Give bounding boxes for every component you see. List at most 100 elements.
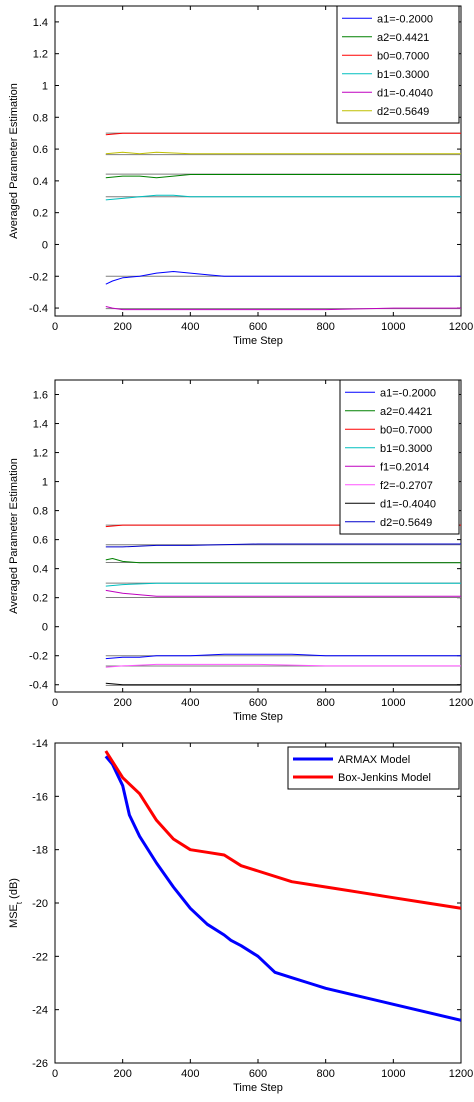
series-line-6 (105, 151, 461, 155)
series-group (104, 750, 461, 1022)
y-tick-label: 0 (42, 239, 48, 251)
y-tick-label: 1.2 (33, 448, 48, 460)
x-tick-label: 200 (113, 321, 131, 333)
y-tick-label: 0.8 (33, 112, 48, 124)
x-axis-label: Time Step (233, 1082, 283, 1094)
y-tick-label: 0.2 (33, 208, 48, 220)
y-tick-label: -0.4 (29, 303, 48, 315)
y-tick-label: 1.6 (33, 390, 48, 402)
x-tick-label: 1000 (381, 697, 405, 709)
legend-label: a2=0.4421 (377, 32, 429, 44)
series-line-8 (105, 543, 461, 548)
y-axis-label: MSEt (dB) (8, 878, 24, 928)
y-tick-label: 0.8 (33, 506, 48, 518)
series-line-1 (105, 271, 461, 285)
y-axis-label-subscript: t (15, 901, 24, 904)
y-tick-label: -0.4 (29, 680, 48, 692)
x-tick-label: 400 (181, 1068, 199, 1080)
series-line-5 (105, 306, 461, 311)
y-tick-label: 0.2 (33, 593, 48, 605)
legend-label: a1=-0.2000 (380, 387, 436, 399)
legend-label: d2=0.5649 (380, 517, 432, 529)
legend-label: b0=0.7000 (380, 424, 432, 436)
y-tick-label: -26 (32, 1058, 48, 1070)
legend-label: f1=0.2014 (380, 461, 429, 473)
x-tick-label: 600 (249, 321, 267, 333)
x-tick-label: 0 (52, 697, 58, 709)
y-tick-label: 0.6 (33, 535, 48, 547)
series-line-4 (105, 582, 461, 587)
series-group (105, 132, 461, 311)
series-line-2 (105, 558, 461, 564)
y-tick-label: 1 (42, 80, 48, 92)
y-tick-label: 0.6 (33, 144, 48, 156)
x-tick-label: 200 (113, 1068, 131, 1080)
x-axis-label: Time Step (233, 711, 283, 723)
chart-panel-3: 0 200 400 600 800 1000 1200 -26 -24 -22 -20 -18 -16 -… (8, 738, 473, 1094)
x-tick-label: 1000 (381, 321, 405, 333)
x-axis-label: Time Step (233, 335, 283, 347)
x-tick-label: 800 (316, 697, 334, 709)
series-line-5 (105, 589, 461, 597)
x-tick-label: 800 (316, 1068, 334, 1080)
series-line-1 (105, 653, 461, 660)
series-line-2 (104, 750, 461, 910)
x-tick-label: 800 (316, 321, 334, 333)
x-tick-label: 1200 (449, 1068, 473, 1080)
series-line-4 (105, 194, 461, 201)
legend-label: d1=-0.4040 (380, 498, 436, 510)
x-tick-label: 1000 (381, 1068, 405, 1080)
y-axis-label: Averaged Parameter Estimation (8, 458, 20, 614)
y-tick-label: -24 (32, 1005, 48, 1017)
x-tick-label: 200 (113, 697, 131, 709)
legend-label: b0=0.7000 (377, 50, 429, 62)
y-tick-label: 1.2 (33, 49, 48, 61)
legend-box (339, 379, 460, 535)
x-tick-label: 600 (249, 697, 267, 709)
series-line-2 (105, 174, 461, 179)
legend-label: d1=-0.4040 (377, 87, 433, 99)
y-tick-label: 0.4 (33, 564, 48, 576)
x-tick-label: 1200 (449, 697, 473, 709)
chart-panel-2: 0 200 400 600 800 1000 1200 -0.4 -0.2 0 0.2 0.4 0.6 0… (8, 379, 473, 723)
chart-panel-1: 0 200 400 600 800 1000 1200 -0.4 -0.2 0 0.2 0.4 0.6 0… (8, 5, 473, 347)
series-line-6 (105, 663, 461, 668)
y-tick-label: -20 (32, 898, 48, 910)
legend-label: a2=0.4421 (380, 406, 432, 418)
legend: a1=-0.2000 a2=0.4421 b0=0.7000 b1=0.3000 d1=… (336, 5, 460, 124)
legend-label: d2=0.5649 (377, 106, 429, 118)
legend-label: f2=-0.2707 (380, 480, 433, 492)
series-line-3 (105, 132, 461, 136)
plot-area (54, 742, 462, 1064)
series-line-1 (104, 755, 461, 1022)
x-tick-label: 1200 (449, 321, 473, 333)
y-tick-label: -0.2 (29, 271, 48, 283)
y-tick-label: -16 (32, 791, 48, 803)
y-axis-label: Averaged Parameter Estimation (8, 83, 20, 239)
y-tick-label: 0.4 (33, 176, 48, 188)
legend-label: Box-Jenkins Model (338, 772, 431, 784)
y-tick-label: 1.4 (33, 17, 48, 29)
y-tick-label: -14 (32, 738, 48, 750)
legend-label: b1=0.3000 (380, 443, 432, 455)
legend-label: ARMAX Model (338, 754, 410, 766)
legend: ARMAX Model Box-Jenkins Model (287, 746, 460, 790)
legend-box (336, 5, 460, 124)
x-tick-label: 0 (52, 321, 58, 333)
y-tick-label: -22 (32, 951, 48, 963)
legend-box (287, 746, 460, 790)
y-axis-label-unit: (dB) (8, 878, 20, 902)
legend: a1=-0.2000 a2=0.4421 b0=0.7000 b1=0.3000 f1=… (339, 379, 460, 535)
series-line-7 (105, 682, 461, 686)
y-tick-label: 1 (42, 477, 48, 489)
legend-label: a1=-0.2000 (377, 13, 433, 25)
x-tick-label: 400 (181, 321, 199, 333)
y-tick-label: 1.4 (33, 419, 48, 431)
y-tick-label: -18 (32, 845, 48, 857)
x-tick-label: 600 (249, 1068, 267, 1080)
x-tick-label: 0 (52, 1068, 58, 1080)
y-tick-label: 0 (42, 622, 48, 634)
x-tick-label: 400 (181, 697, 199, 709)
y-tick-label: -0.2 (29, 651, 48, 663)
